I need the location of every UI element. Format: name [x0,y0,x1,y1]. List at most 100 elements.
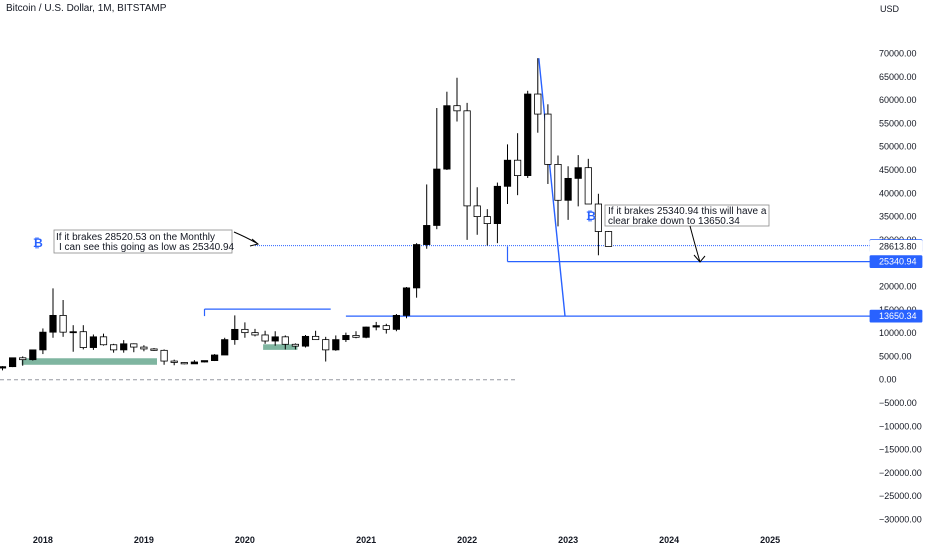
candle-body [120,343,128,351]
candle[interactable] [412,243,421,298]
currency-label: USD [880,4,900,14]
price-tag-mid[interactable]: 25340.94 [869,255,923,269]
candle-body [483,216,491,224]
candle[interactable] [352,331,360,339]
candle[interactable] [261,330,269,344]
candle[interactable] [59,300,67,337]
candle-body [170,360,178,363]
candle[interactable] [19,356,27,366]
candle[interactable] [29,349,37,361]
x-tick-label: 2023 [558,535,578,545]
candle[interactable] [514,133,522,196]
candle-body [140,346,148,350]
candle-layer[interactable] [0,58,613,371]
x-tick-label: 2020 [235,535,255,545]
candle[interactable] [99,333,108,346]
candle-body [362,326,370,338]
candle[interactable] [584,158,592,205]
level-lines [203,58,870,317]
candle[interactable] [332,335,340,351]
candle-body [69,331,77,334]
candle-body [271,336,279,342]
candle[interactable] [594,193,603,256]
candle[interactable] [483,209,491,246]
candle[interactable] [443,91,451,170]
candle[interactable] [301,334,310,348]
candle[interactable] [433,108,441,230]
candle[interactable] [342,332,350,342]
candle-body [59,314,67,333]
candle[interactable] [311,330,320,341]
candle[interactable] [322,336,330,362]
candle[interactable] [89,334,97,350]
candle[interactable] [463,102,471,240]
candle[interactable] [69,325,77,352]
annotation-box-2[interactable]: If it brakes 25340.94 this will have acl… [604,204,770,263]
candle[interactable] [534,58,542,133]
candle[interactable] [271,331,279,346]
candle[interactable] [453,77,461,122]
candle[interactable] [241,322,249,338]
candle[interactable] [604,231,613,247]
candle[interactable] [39,328,47,355]
y-tick-label: 5000.00 [879,351,912,361]
candle[interactable] [8,357,17,368]
candle[interactable] [210,354,219,362]
price-tag-current[interactable]: 28613.80 [869,239,923,253]
candle[interactable] [382,323,390,334]
candle[interactable] [190,360,198,365]
candle[interactable] [120,340,128,353]
candle[interactable] [503,144,512,205]
candle[interactable] [524,90,532,178]
candle[interactable] [221,337,229,356]
candle[interactable] [49,288,57,338]
candle[interactable] [200,360,209,363]
x-tick-label: 2021 [356,535,376,545]
candle-body [190,361,198,365]
y-tick-label: 35000.00 [879,212,917,222]
candle[interactable] [140,345,148,352]
candle[interactable] [493,182,502,244]
candle[interactable] [423,184,431,249]
candle-body [372,325,380,328]
candle[interactable] [281,335,289,350]
bitcoin-marker-1-icon[interactable]: ₿ [33,236,43,250]
candle-body [311,335,320,341]
y-tick-label: 40000.00 [879,188,917,198]
candle[interactable] [291,343,300,350]
candle-body [19,357,27,361]
candle[interactable] [160,349,168,365]
candle[interactable] [574,155,582,207]
candle[interactable] [564,166,572,220]
candle[interactable] [473,187,481,235]
candle[interactable] [372,321,380,331]
candle[interactable] [251,328,259,337]
time-axis[interactable]: 2018 2019 2020 2021 2022 2023 2024 2025 [33,535,780,545]
candle[interactable] [150,348,158,351]
price-axis[interactable]: 70000.00 65000.00 60000.00 55000.00 50000.00… [869,49,923,525]
price-tag-low-bg [869,309,923,323]
candle[interactable] [544,104,552,184]
candle[interactable] [402,286,411,319]
annotation-1-line-1: If it brakes 28520.53 on the Monthly [56,232,215,243]
descending-trendline[interactable] [538,58,566,317]
price-tag-low[interactable]: 13650.34 [869,309,923,323]
candle-body [423,225,431,245]
candle[interactable] [79,325,87,350]
bitcoin-marker-2-icon[interactable]: ₿ [586,209,596,223]
candle[interactable] [180,361,188,365]
candle[interactable] [362,326,370,339]
y-tick-label: 20000.00 [879,282,917,292]
candle[interactable] [392,313,401,332]
candle[interactable] [231,315,239,345]
candle[interactable] [0,366,7,371]
candle[interactable] [110,343,118,353]
candle[interactable] [130,343,138,353]
x-tick-label: 2022 [457,535,477,545]
candle[interactable] [170,359,178,366]
candle-body [544,113,552,165]
candle[interactable] [554,155,562,227]
